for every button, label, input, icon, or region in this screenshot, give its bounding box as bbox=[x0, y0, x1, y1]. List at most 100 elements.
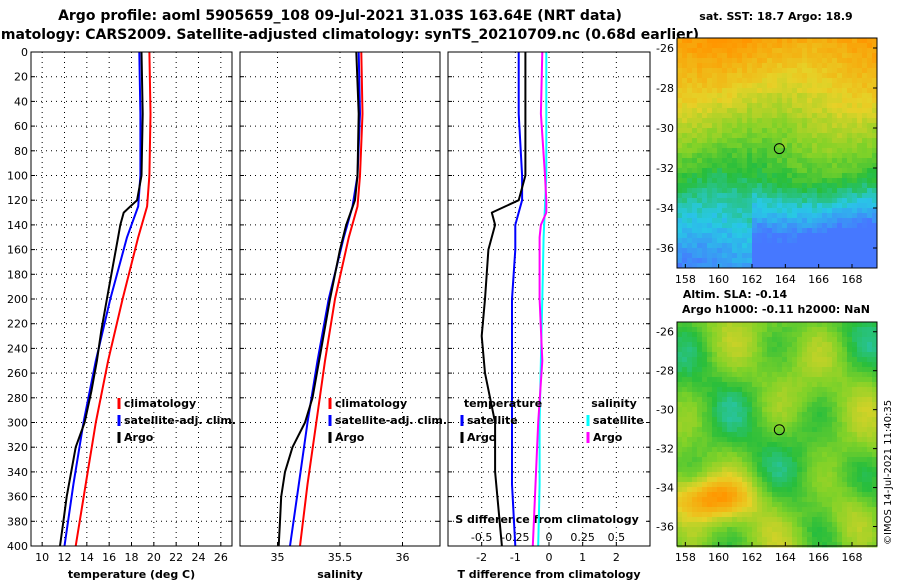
sst-map-cell bbox=[767, 168, 773, 174]
sla-map-cell bbox=[702, 532, 708, 538]
sst-map-cell bbox=[757, 53, 763, 59]
sla-map-cell bbox=[717, 402, 723, 408]
sst-map-cell bbox=[847, 133, 853, 139]
sst-map-cell bbox=[857, 148, 863, 154]
sla-map-cell bbox=[792, 392, 798, 398]
salinity-xtick-label: 36 bbox=[396, 551, 410, 564]
sst-map-cell bbox=[692, 263, 698, 269]
sst-map-cell bbox=[817, 238, 823, 244]
sst-map-cell bbox=[862, 233, 868, 239]
sst-map-cell bbox=[837, 148, 843, 154]
sst-map-cell bbox=[827, 203, 833, 209]
sla-map-cell bbox=[817, 542, 823, 548]
sst-map-cell bbox=[847, 73, 853, 79]
sla-map-cell bbox=[767, 462, 773, 468]
sst-map-cell bbox=[842, 93, 848, 99]
sla-map-cell bbox=[727, 362, 733, 368]
sst-map-cell bbox=[792, 198, 798, 204]
sst-map-cell bbox=[737, 88, 743, 94]
sst-map-cell bbox=[767, 88, 773, 94]
sla-map-cell bbox=[727, 462, 733, 468]
sla-map-cell bbox=[732, 447, 738, 453]
sst-map-cell bbox=[712, 43, 718, 49]
sla-map-cell bbox=[837, 507, 843, 513]
sst-map-cell bbox=[737, 238, 743, 244]
sla-map-cell bbox=[702, 387, 708, 393]
sst-map-cell bbox=[827, 113, 833, 119]
sla-map-cell bbox=[857, 542, 863, 548]
sla-map-cell bbox=[712, 507, 718, 513]
sst-map-cell bbox=[837, 153, 843, 159]
sla-map-cell bbox=[867, 407, 873, 413]
sla-map-cell bbox=[712, 357, 718, 363]
sla-map-cell bbox=[867, 542, 873, 548]
sst-map-cell bbox=[717, 113, 723, 119]
sla-map-cell bbox=[807, 487, 813, 493]
sst-map-cell bbox=[862, 158, 868, 164]
sst-map-cell bbox=[837, 163, 843, 169]
sla-map-cell bbox=[707, 422, 713, 428]
sst-map-cell bbox=[732, 253, 738, 259]
sla-map-cell bbox=[797, 407, 803, 413]
sst-map-cell bbox=[762, 203, 768, 209]
sst-map-cell bbox=[872, 258, 878, 264]
sst-map-cell bbox=[782, 213, 788, 219]
sst-map-cell bbox=[832, 213, 838, 219]
sla-map-cell bbox=[842, 472, 848, 478]
sst-map-cell bbox=[842, 108, 848, 114]
sla-map-cell bbox=[742, 502, 748, 508]
sst-map-cell bbox=[727, 233, 733, 239]
sst-map-cell bbox=[762, 163, 768, 169]
sla-map-cell bbox=[707, 482, 713, 488]
sla-map-cell bbox=[817, 352, 823, 358]
sst-map-cell bbox=[762, 158, 768, 164]
sla-map-cell bbox=[752, 522, 758, 528]
sst-map-cell bbox=[707, 103, 713, 109]
sst-map-cell bbox=[747, 118, 753, 124]
sla-map-cell bbox=[727, 327, 733, 333]
sst-map-cell bbox=[717, 213, 723, 219]
sla-map-cell bbox=[682, 522, 688, 528]
sla-map-cell bbox=[722, 527, 728, 533]
sst-map-cell bbox=[682, 108, 688, 114]
sst-map-cell bbox=[872, 238, 878, 244]
sla-map-cell bbox=[862, 337, 868, 343]
sla-map-cell bbox=[717, 432, 723, 438]
sst-map-cell bbox=[872, 78, 878, 84]
sst-map-cell bbox=[777, 223, 783, 229]
sst-map-cell bbox=[787, 113, 793, 119]
sst-map-cell bbox=[857, 103, 863, 109]
sst-map-cell bbox=[802, 73, 808, 79]
sla-map-cell bbox=[682, 367, 688, 373]
sla-map-cell bbox=[702, 472, 708, 478]
sla-map-cell bbox=[862, 412, 868, 418]
sst-map-cell bbox=[822, 93, 828, 99]
sst-map-cell bbox=[697, 258, 703, 264]
sst-map-cell bbox=[752, 258, 758, 264]
sla-map-cell bbox=[727, 322, 733, 328]
sla-map-cell bbox=[742, 447, 748, 453]
sst-map-cell bbox=[782, 133, 788, 139]
sla-map-cell bbox=[872, 327, 878, 333]
sla-map-cell bbox=[697, 502, 703, 508]
sla-map-cell bbox=[847, 517, 853, 523]
sst-map-cell bbox=[752, 43, 758, 49]
sla-map-cell bbox=[752, 462, 758, 468]
sst-map-cell bbox=[737, 163, 743, 169]
sla-map-cell bbox=[687, 407, 693, 413]
sla-map-cell bbox=[757, 502, 763, 508]
sst-map-cell bbox=[797, 223, 803, 229]
sla-map-cell bbox=[852, 542, 858, 548]
sla-map-cell bbox=[827, 467, 833, 473]
sla-map-cell bbox=[772, 502, 778, 508]
sst-map-cell bbox=[857, 253, 863, 259]
sst-map-cell bbox=[777, 248, 783, 254]
sla-map-cell bbox=[737, 487, 743, 493]
sst-map-cell bbox=[697, 58, 703, 64]
sla-map-cell bbox=[862, 542, 868, 548]
sst-map-cell bbox=[802, 183, 808, 189]
sla-map-cell bbox=[802, 332, 808, 338]
sla-map-cell bbox=[797, 417, 803, 423]
sst-map-cell bbox=[867, 128, 873, 134]
sst-map-cell bbox=[767, 223, 773, 229]
